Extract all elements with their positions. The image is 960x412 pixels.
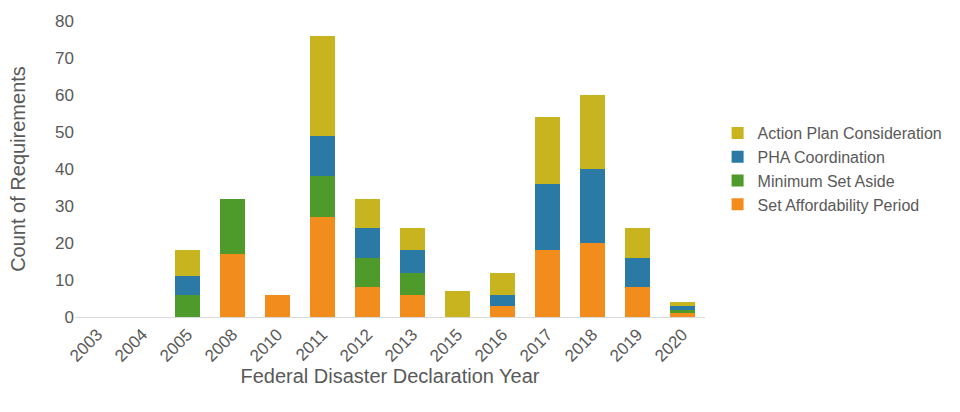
svg-text:PHA Coordination: PHA Coordination: [758, 149, 885, 166]
svg-text:Count of Requirements: Count of Requirements: [7, 66, 29, 272]
svg-text:0: 0: [65, 308, 74, 327]
svg-text:2019: 2019: [606, 325, 646, 365]
svg-text:2011: 2011: [292, 325, 331, 364]
svg-text:2003: 2003: [66, 325, 106, 365]
svg-text:2015: 2015: [426, 325, 466, 365]
svg-text:Minimum Set Aside: Minimum Set Aside: [758, 173, 895, 190]
svg-text:2005: 2005: [156, 325, 196, 365]
svg-text:2020: 2020: [651, 325, 691, 365]
svg-text:2004: 2004: [111, 325, 151, 365]
svg-text:20: 20: [55, 234, 74, 253]
svg-text:Federal Disaster Declaration Y: Federal Disaster Declaration Year: [240, 365, 539, 387]
svg-text:Set Affordability Period: Set Affordability Period: [758, 197, 920, 214]
svg-text:2013: 2013: [381, 325, 421, 365]
svg-text:2018: 2018: [561, 325, 601, 365]
svg-text:60: 60: [55, 86, 74, 105]
svg-text:2008: 2008: [201, 325, 241, 365]
svg-text:2010: 2010: [246, 325, 286, 365]
svg-text:2017: 2017: [516, 325, 556, 365]
svg-text:2012: 2012: [336, 325, 376, 365]
svg-text:40: 40: [55, 160, 74, 179]
svg-text:50: 50: [55, 123, 74, 142]
svg-text:2016: 2016: [471, 325, 511, 365]
svg-text:30: 30: [55, 197, 74, 216]
svg-text:Action Plan Consideration: Action Plan Consideration: [758, 125, 942, 142]
svg-text:10: 10: [55, 271, 74, 290]
svg-text:80: 80: [55, 12, 74, 31]
svg-text:70: 70: [55, 49, 74, 68]
